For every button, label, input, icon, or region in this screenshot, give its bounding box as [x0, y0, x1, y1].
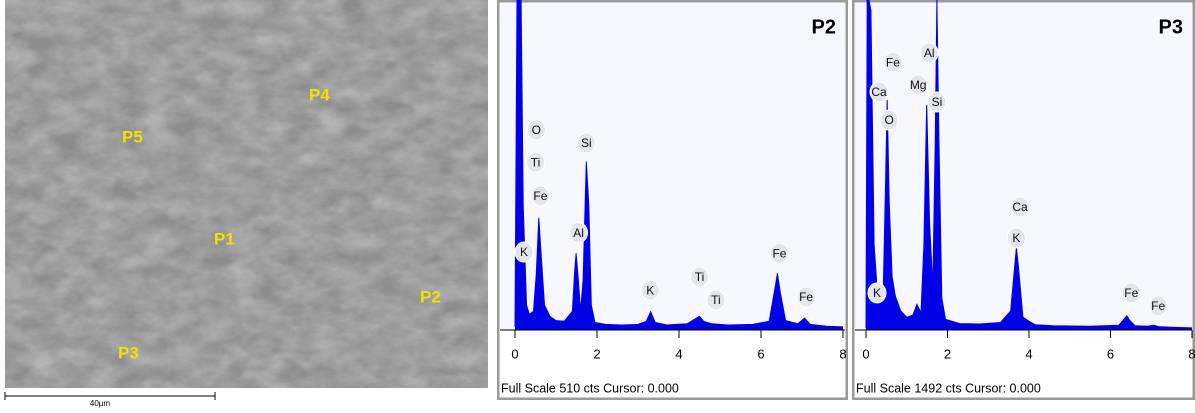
peak-label: Al — [924, 46, 935, 60]
plot-area — [855, 3, 1192, 330]
peak-marker — [690, 266, 709, 288]
spectrum-line — [514, 0, 844, 328]
sem-texture — [5, 0, 488, 388]
spectrum-panel: 0 2 4 6 8 Fe Ca O Mg Al Si Ca K K Fe Fe P3 Full Scale 149… — [852, 0, 1195, 400]
peak-label: Fe — [886, 55, 900, 69]
x-tick-label: 4 — [675, 346, 682, 361]
peak-marker — [879, 109, 899, 131]
point-label: P5 — [122, 127, 143, 146]
peak-marker — [927, 91, 947, 113]
peak-marker — [1121, 282, 1141, 304]
plot-area — [500, 3, 845, 330]
point-label: P3 — [118, 343, 139, 362]
scale-label: 40µm — [90, 399, 111, 408]
peak-label: Si — [932, 95, 943, 109]
peak-marker — [530, 185, 550, 207]
peak-marker — [919, 42, 939, 64]
peak-label: Fe — [799, 290, 813, 304]
point-label: P1 — [214, 229, 235, 248]
peak-label: K — [1012, 231, 1020, 245]
peak-marker — [569, 222, 589, 244]
footer: Full Scale 510 cts Cursor: 0.000 — [501, 381, 679, 395]
sem-image: P5 P4 P1 P2 P3 40µm — [4, 0, 488, 408]
peak-label: O — [532, 123, 541, 137]
peak-marker — [769, 242, 789, 264]
x-tick-label: 4 — [1025, 346, 1032, 361]
x-tick-label: 2 — [593, 346, 600, 361]
peak-marker — [908, 74, 928, 96]
peak-label: Ca — [1012, 200, 1028, 214]
peak-label: O — [885, 113, 894, 127]
peak-label: K — [646, 283, 654, 297]
peak-label: Fe — [1151, 299, 1165, 313]
peak-marker — [883, 51, 903, 73]
peak-label: Ti — [695, 270, 705, 284]
peak-marker — [640, 279, 660, 301]
peak-label: Ti — [531, 155, 541, 169]
peak-marker — [869, 81, 889, 103]
x-tick-label: 8 — [839, 346, 846, 361]
peak-label: K — [520, 245, 528, 259]
chart-title: P3 — [1159, 16, 1183, 38]
chart-title: P2 — [812, 16, 836, 38]
peak-label: Ti — [711, 293, 721, 307]
peak-marker — [796, 286, 816, 308]
peak-marker — [1148, 295, 1168, 317]
peak-marker — [867, 282, 887, 304]
peak-label: Mg — [910, 78, 927, 92]
x-tick-label: 6 — [1107, 346, 1114, 361]
peak-label: Al — [573, 226, 584, 240]
peak-label: Fe — [533, 189, 547, 203]
spectrum-panel: 0 2 4 6 8 K O Ti Fe Si Al K Ti Ti Fe Fe P2 Full Scale 510… — [497, 0, 848, 400]
peak-label: Si — [581, 136, 592, 150]
peak-marker — [514, 241, 534, 263]
footer: Full Scale 1492 cts Cursor: 0.000 — [856, 381, 1041, 395]
peak-marker — [576, 132, 596, 154]
x-tick-label: 2 — [944, 346, 951, 361]
peak-marker — [1010, 196, 1030, 218]
peak-marker — [526, 151, 545, 173]
x-tick-label: 6 — [757, 346, 764, 361]
peak-marker — [1006, 227, 1026, 249]
peak-label: Fe — [772, 246, 786, 260]
x-tick-label: 0 — [862, 346, 869, 361]
peak-label: Ca — [871, 85, 887, 99]
point-label: P4 — [309, 85, 330, 104]
peak-label: K — [873, 286, 881, 300]
x-tick-label: 8 — [1188, 346, 1195, 361]
x-tick-label: 0 — [511, 346, 518, 361]
point-label: P2 — [420, 287, 441, 306]
peak-marker — [526, 119, 546, 141]
peak-marker — [706, 289, 726, 311]
peak-label: Fe — [1124, 286, 1138, 300]
